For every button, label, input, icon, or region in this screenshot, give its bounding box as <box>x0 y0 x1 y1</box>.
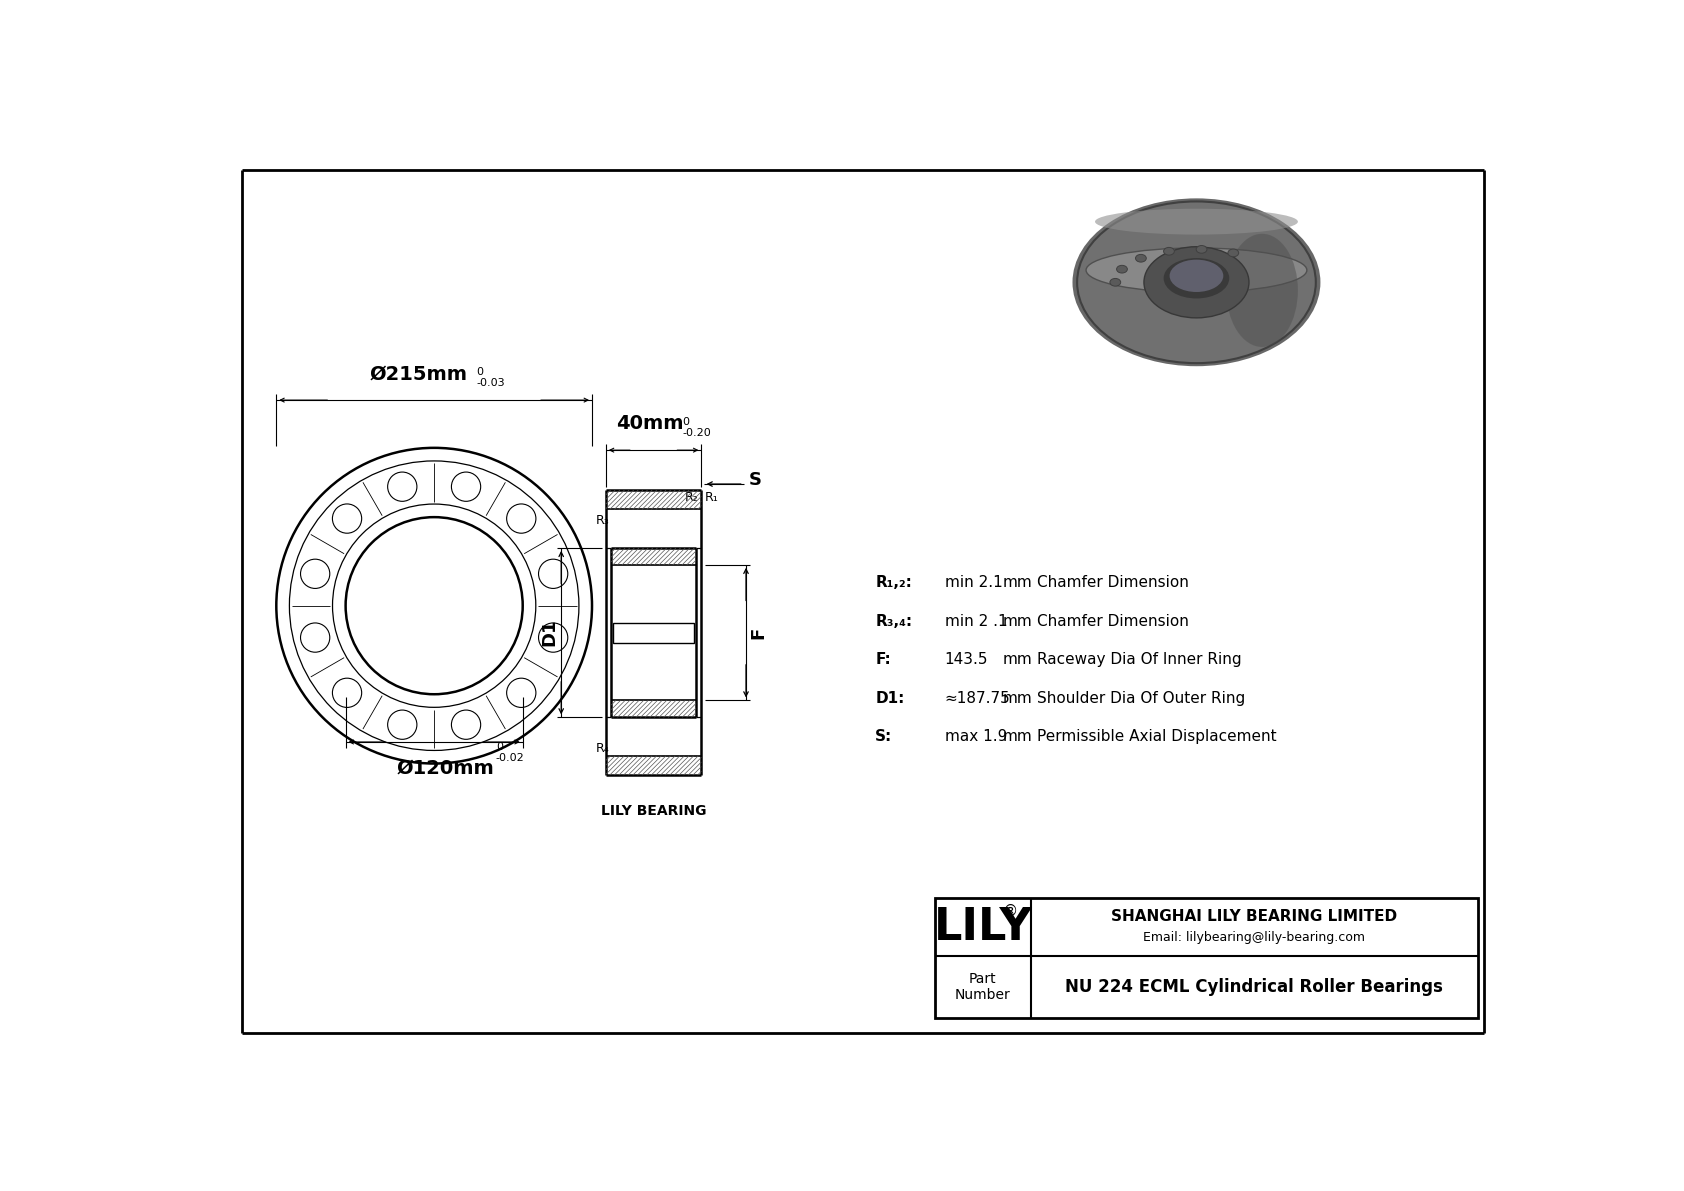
Text: Ø215mm: Ø215mm <box>370 364 468 384</box>
Text: 0: 0 <box>682 417 689 428</box>
Text: R₁: R₁ <box>704 491 717 504</box>
Ellipse shape <box>1095 208 1298 235</box>
Text: ®: ® <box>1004 904 1019 919</box>
Bar <box>935 898 1477 1017</box>
Text: Chamfer Dimension: Chamfer Dimension <box>1037 613 1189 629</box>
Ellipse shape <box>1143 247 1250 318</box>
Text: LILY: LILY <box>933 905 1032 949</box>
Text: R₄: R₄ <box>596 742 610 755</box>
Ellipse shape <box>1170 260 1223 292</box>
Ellipse shape <box>1110 279 1120 286</box>
Text: Raceway Dia Of Inner Ring: Raceway Dia Of Inner Ring <box>1037 653 1241 667</box>
Text: Chamfer Dimension: Chamfer Dimension <box>1037 575 1189 590</box>
Text: 40mm: 40mm <box>616 414 684 434</box>
Text: -0.20: -0.20 <box>682 428 711 438</box>
Text: mm: mm <box>1002 613 1032 629</box>
Text: D1:: D1: <box>876 691 904 705</box>
Text: F:: F: <box>876 653 891 667</box>
Ellipse shape <box>1073 199 1320 366</box>
Text: 0: 0 <box>495 742 504 752</box>
Text: F: F <box>749 626 768 638</box>
Text: mm: mm <box>1002 729 1032 744</box>
Bar <box>613 623 694 643</box>
Text: Ø120mm: Ø120mm <box>397 759 495 778</box>
Text: -0.03: -0.03 <box>477 378 505 388</box>
Ellipse shape <box>1078 201 1315 363</box>
Text: R₂: R₂ <box>685 491 699 504</box>
Text: min 2.1: min 2.1 <box>945 575 1002 590</box>
Text: Email: lilybearing@lily-bearing.com: Email: lilybearing@lily-bearing.com <box>1143 931 1366 944</box>
Text: R₁,₂:: R₁,₂: <box>876 575 913 590</box>
Text: Shoulder Dia Of Outer Ring: Shoulder Dia Of Outer Ring <box>1037 691 1246 705</box>
Ellipse shape <box>1164 258 1229 299</box>
Text: NU 224 ECML Cylindrical Roller Bearings: NU 224 ECML Cylindrical Roller Bearings <box>1066 978 1443 996</box>
Ellipse shape <box>1228 249 1239 257</box>
Text: SHANGHAI LILY BEARING LIMITED: SHANGHAI LILY BEARING LIMITED <box>1111 909 1398 924</box>
Ellipse shape <box>1196 245 1207 254</box>
Ellipse shape <box>1135 255 1147 262</box>
Text: max 1.9: max 1.9 <box>945 729 1007 744</box>
Text: Part
Number: Part Number <box>955 972 1010 1002</box>
Text: D1: D1 <box>541 619 557 647</box>
Text: mm: mm <box>1002 653 1032 667</box>
Text: ≈187.75: ≈187.75 <box>945 691 1010 705</box>
Text: -0.02: -0.02 <box>495 753 524 762</box>
Text: mm: mm <box>1002 575 1032 590</box>
Text: mm: mm <box>1002 691 1032 705</box>
Text: LILY BEARING: LILY BEARING <box>601 804 706 818</box>
Text: R₃: R₃ <box>596 513 610 526</box>
Text: 0: 0 <box>477 367 483 378</box>
Text: S:: S: <box>876 729 893 744</box>
Text: min 2 .1: min 2 .1 <box>945 613 1007 629</box>
Text: R₃,₄:: R₃,₄: <box>876 613 913 629</box>
Text: Permissible Axial Displacement: Permissible Axial Displacement <box>1037 729 1276 744</box>
Text: S: S <box>749 472 763 490</box>
Ellipse shape <box>1164 248 1174 255</box>
Ellipse shape <box>1226 233 1298 347</box>
Ellipse shape <box>1116 266 1127 273</box>
Ellipse shape <box>1086 248 1307 293</box>
Text: 143.5: 143.5 <box>945 653 989 667</box>
